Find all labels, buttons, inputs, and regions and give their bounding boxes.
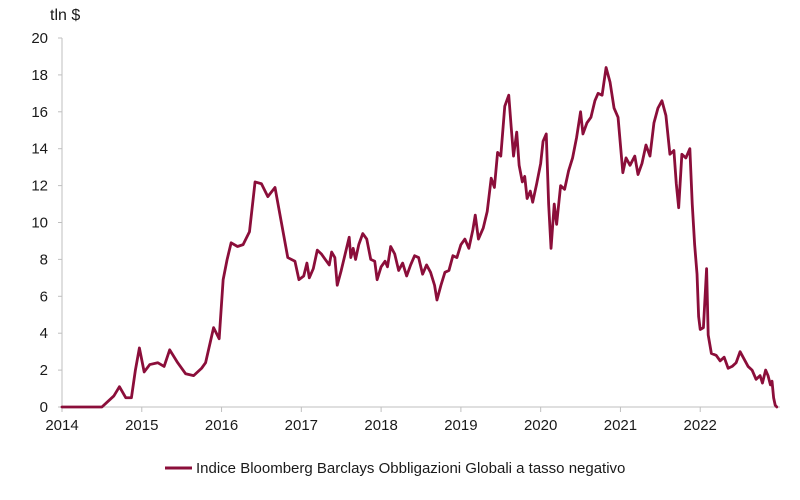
x-tick-label: 2019 xyxy=(444,417,477,434)
x-tick-label: 2018 xyxy=(364,417,397,434)
y-tick-label: 0 xyxy=(40,399,48,416)
x-tick-label: 2017 xyxy=(285,417,318,434)
y-tick-label: 14 xyxy=(31,141,48,158)
x-tick-label: 2014 xyxy=(45,417,78,434)
y-tick-label: 12 xyxy=(31,178,48,195)
y-tick-label: 20 xyxy=(31,30,48,47)
x-axis: 2014 2015 2016 2017 2018 2019 2020 2021 2022 xyxy=(45,406,780,434)
y-tick-label: 2 xyxy=(40,362,48,379)
y-tick-label: 10 xyxy=(31,215,48,232)
legend-label: Indice Bloomberg Barclays Obbligazioni G… xyxy=(196,460,625,477)
y-tick-label: 18 xyxy=(31,67,48,84)
x-tick-label: 2015 xyxy=(125,417,158,434)
y-tick-label: 6 xyxy=(40,288,48,305)
x-tick-label: 2021 xyxy=(604,417,637,434)
series-line-0 xyxy=(60,66,779,409)
x-tick-label: 2022 xyxy=(684,417,717,434)
y-axis: 0 2 4 6 8 10 12 14 16 18 20 xyxy=(31,30,63,416)
x-tick-label: 2016 xyxy=(205,417,238,434)
series-lines xyxy=(60,66,779,409)
y-tick-label: 8 xyxy=(40,251,48,268)
y-axis-unit-label: tln $ xyxy=(50,7,80,24)
x-tick-label: 2020 xyxy=(524,417,557,434)
legend: Indice Bloomberg Barclays Obbligazioni G… xyxy=(165,460,625,477)
y-tick-label: 16 xyxy=(31,104,48,121)
y-tick-label: 4 xyxy=(40,325,48,342)
